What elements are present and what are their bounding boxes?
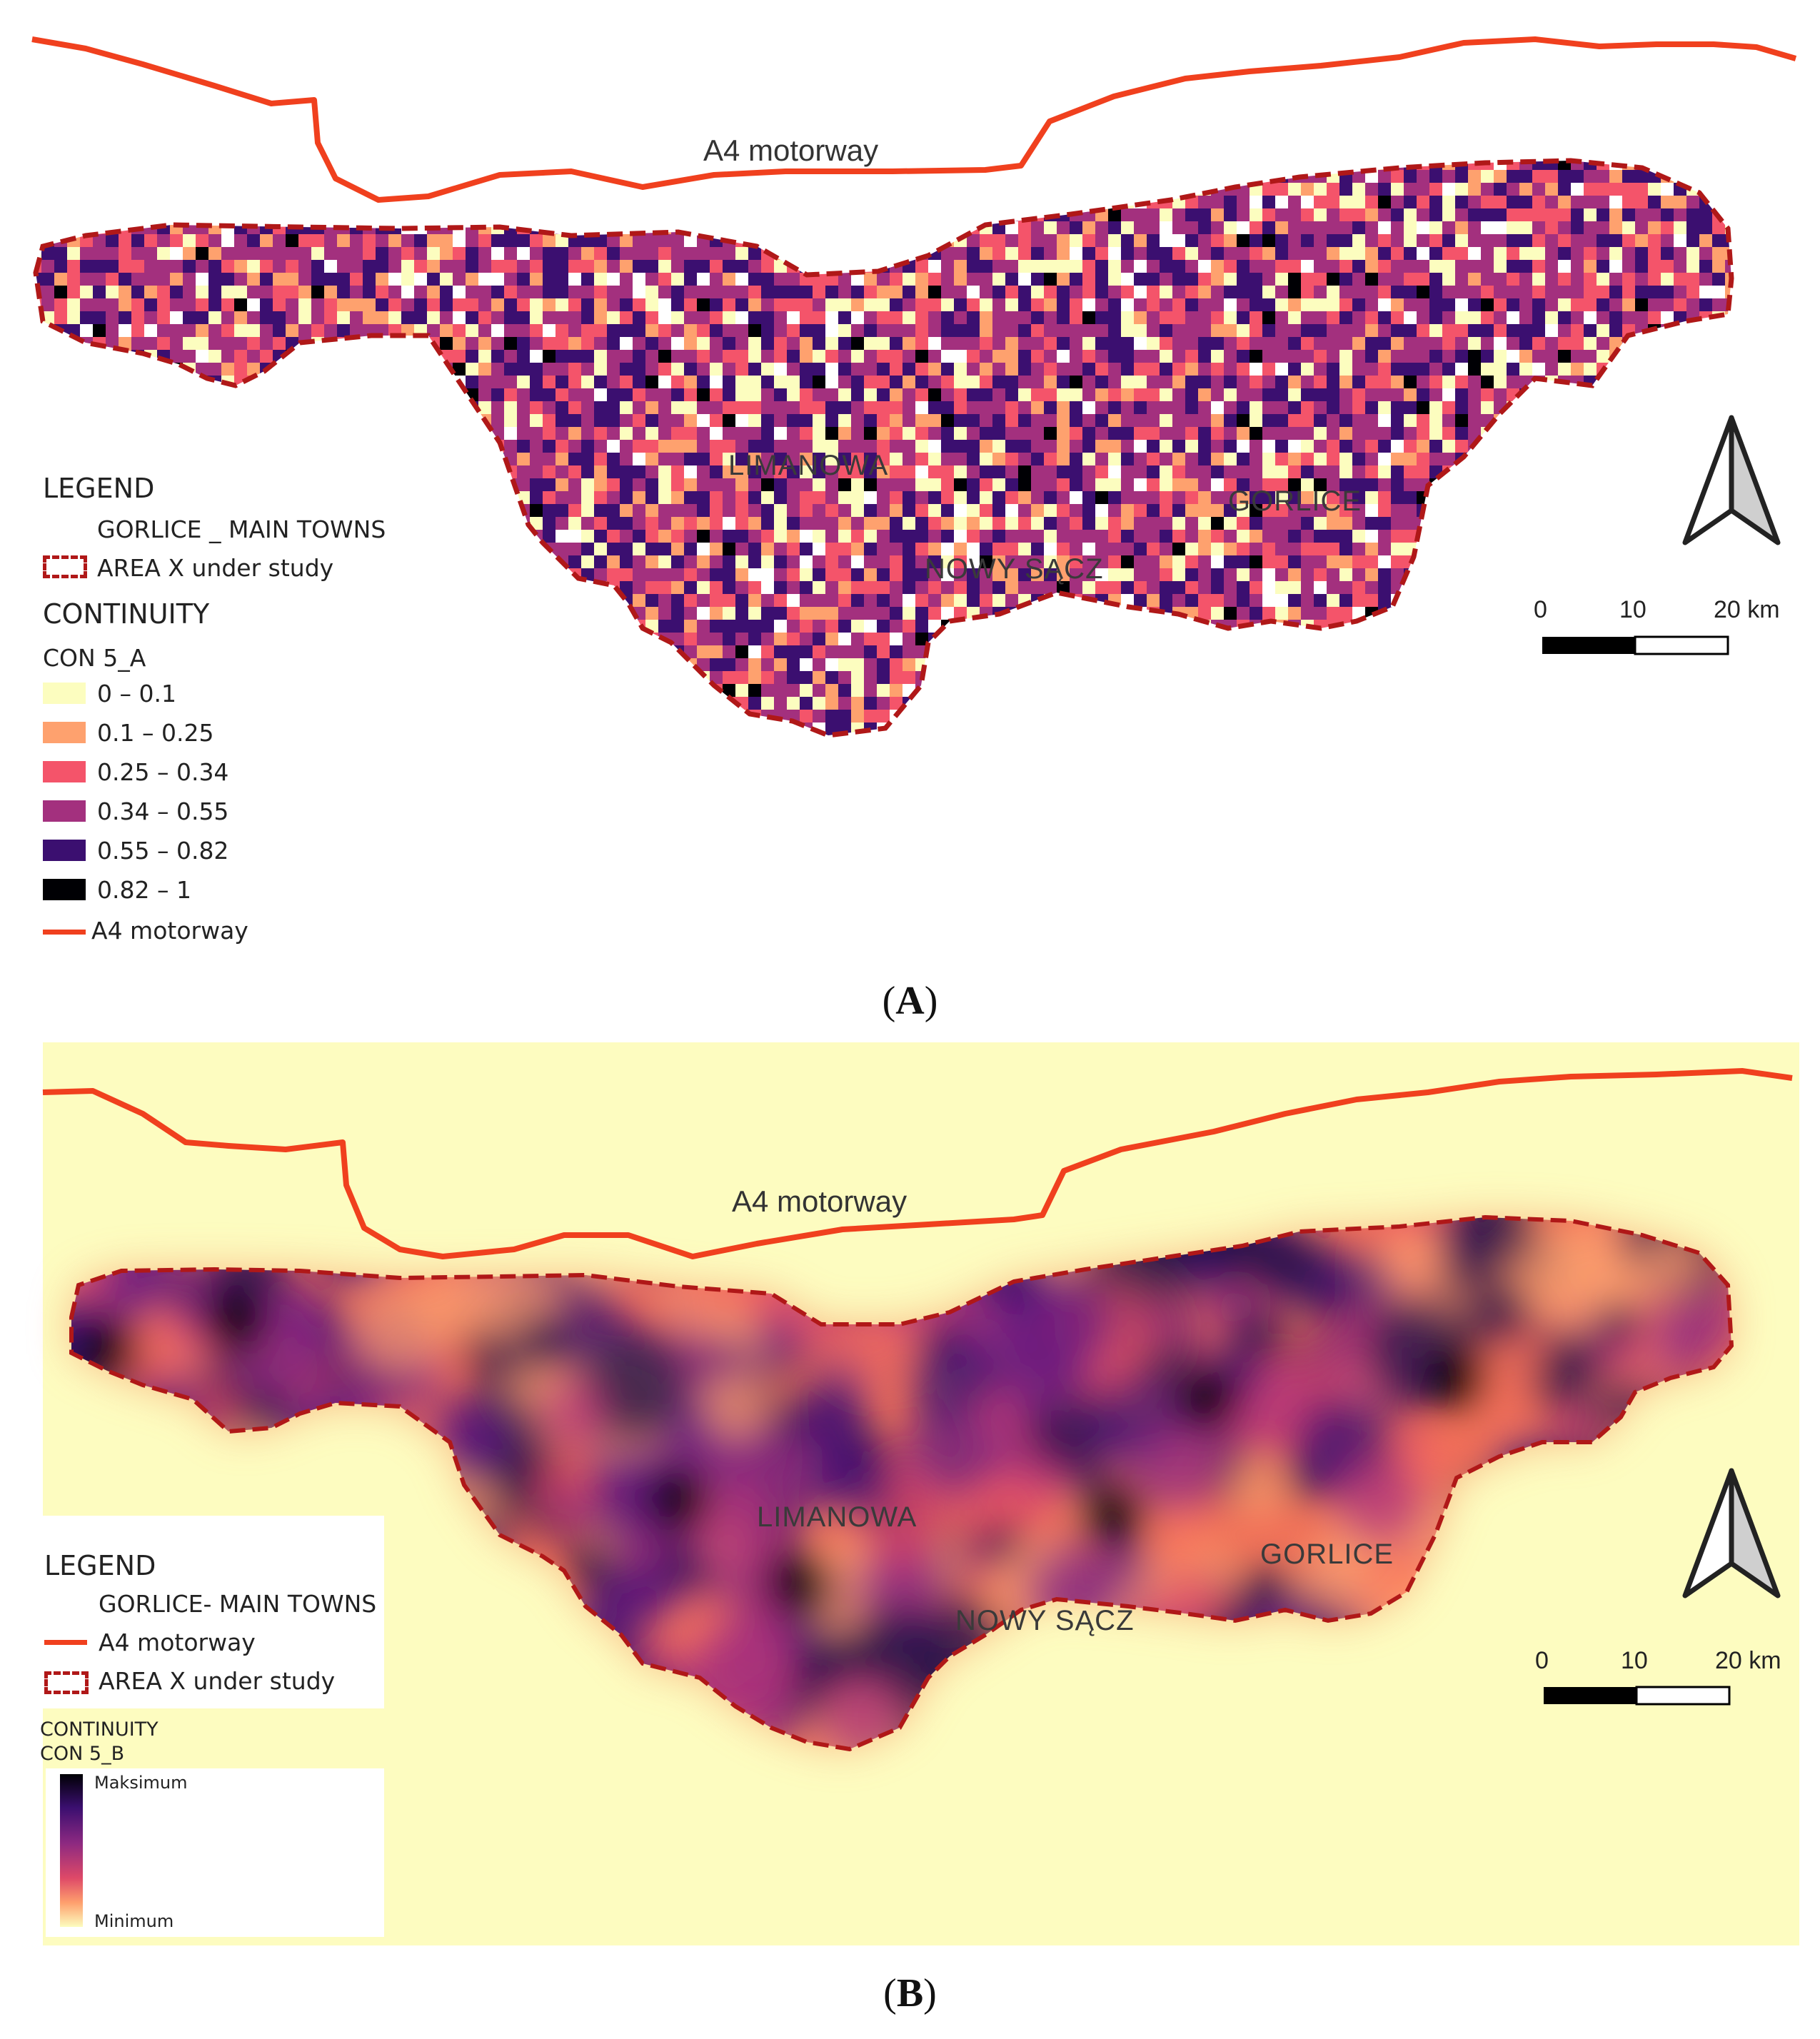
map-panel-a: A4 motorway LIMANOWA NOWY SĄCZ GORLICE 0… xyxy=(31,36,1797,785)
scale-bar-b: 0 10 20 km xyxy=(1535,1647,1781,1706)
scale-tick-20-b: 20 km xyxy=(1715,1647,1781,1674)
legend-ramp-max-b: Maksimum xyxy=(94,1773,188,1793)
legend-class-swatch-a xyxy=(43,840,86,861)
town-label-limanowa-b: LIMANOWA xyxy=(757,1501,917,1533)
town-label-gorlice-a: GORLICE xyxy=(1228,485,1362,517)
caption-a: (A) xyxy=(882,979,938,1023)
legend-layer-name-a: CON 5_A xyxy=(43,644,146,672)
legend-ramp-min-b: Minimum xyxy=(94,1911,174,1931)
town-label-limanowa-a: LIMANOWA xyxy=(728,450,888,481)
legend-title-b: LEGEND xyxy=(44,1550,156,1581)
legend-title-a: LEGEND xyxy=(43,473,155,504)
town-label-nowy-sacz-b: NOWY SĄCZ xyxy=(955,1605,1135,1636)
town-label-gorlice-b: GORLICE xyxy=(1260,1539,1394,1570)
scale-bar-a: 0 10 20 km xyxy=(1534,596,1780,655)
legend-motorway-entry-b: A4 motorway xyxy=(99,1628,256,1656)
a4-motorway-line-a xyxy=(31,36,1797,203)
town-label-nowy-sacz-a: NOWY SĄCZ xyxy=(925,553,1104,585)
north-arrow-icon-a xyxy=(1682,415,1781,545)
legend-class-label-a: 0.1 – 0.25 xyxy=(97,719,214,747)
scale-tick-20-a: 20 km xyxy=(1714,596,1780,623)
legend-class-label-a: 0.34 – 0.55 xyxy=(97,797,229,825)
scale-tick-10-a: 10 xyxy=(1619,596,1646,623)
scale-tick-0-b: 0 xyxy=(1535,1647,1549,1674)
north-arrow-icon-b xyxy=(1682,1468,1781,1599)
legend-towns-entry-a: GORLICE _ MAIN TOWNS xyxy=(97,515,386,543)
legend-motorway-entry-a: A4 motorway xyxy=(91,917,248,945)
legend-class-swatch-a xyxy=(43,761,86,782)
legend-class-label-a: 0.82 – 1 xyxy=(97,876,191,904)
legend-layer-name-b: CON 5_B xyxy=(40,1743,125,1765)
legend-class-label-a: 0 – 0.1 xyxy=(97,680,176,708)
legend-box-b xyxy=(30,1516,384,1708)
a4-motorway-line-b xyxy=(42,1068,1793,1259)
legend-class-label-a: 0.25 – 0.34 xyxy=(97,758,229,786)
legend-class-swatch-a xyxy=(43,879,86,900)
caption-b: (B) xyxy=(883,1971,937,2015)
legend-b: LEGEND GORLICE- MAIN TOWNS A4 motorway A… xyxy=(30,1516,387,1937)
scale-tick-10-b: 10 xyxy=(1621,1647,1648,1674)
legend-ramp-box-b xyxy=(46,1768,384,1937)
legend-color-ramp-b xyxy=(60,1774,83,1927)
legend-area-entry-b: AREA X under study xyxy=(99,1667,336,1695)
legend-class-swatch-a xyxy=(43,722,86,743)
legend-continuity-title-a: CONTINUITY xyxy=(43,598,210,630)
legend-continuity-title-b: CONTINUITY xyxy=(40,1718,159,1741)
legend-area-swatch-b xyxy=(44,1671,89,1694)
legend-class-swatch-a xyxy=(43,683,86,704)
legend-area-swatch-a xyxy=(43,555,87,578)
motorway-label-b: A4 motorway xyxy=(732,1184,907,1218)
legend-area-entry-a: AREA X under study xyxy=(97,554,334,582)
scale-tick-0-a: 0 xyxy=(1534,596,1547,623)
legend-motorway-swatch-a xyxy=(43,930,86,935)
motorway-label-a: A4 motorway xyxy=(703,134,878,167)
legend-a: LEGEND GORLICE _ MAIN TOWNS AREA X under… xyxy=(0,464,443,957)
legend-class-label-a: 0.55 – 0.82 xyxy=(97,837,229,865)
legend-motorway-swatch-b xyxy=(44,1640,87,1645)
legend-class-swatch-a xyxy=(43,800,86,822)
legend-towns-entry-b: GORLICE- MAIN TOWNS xyxy=(99,1590,377,1618)
